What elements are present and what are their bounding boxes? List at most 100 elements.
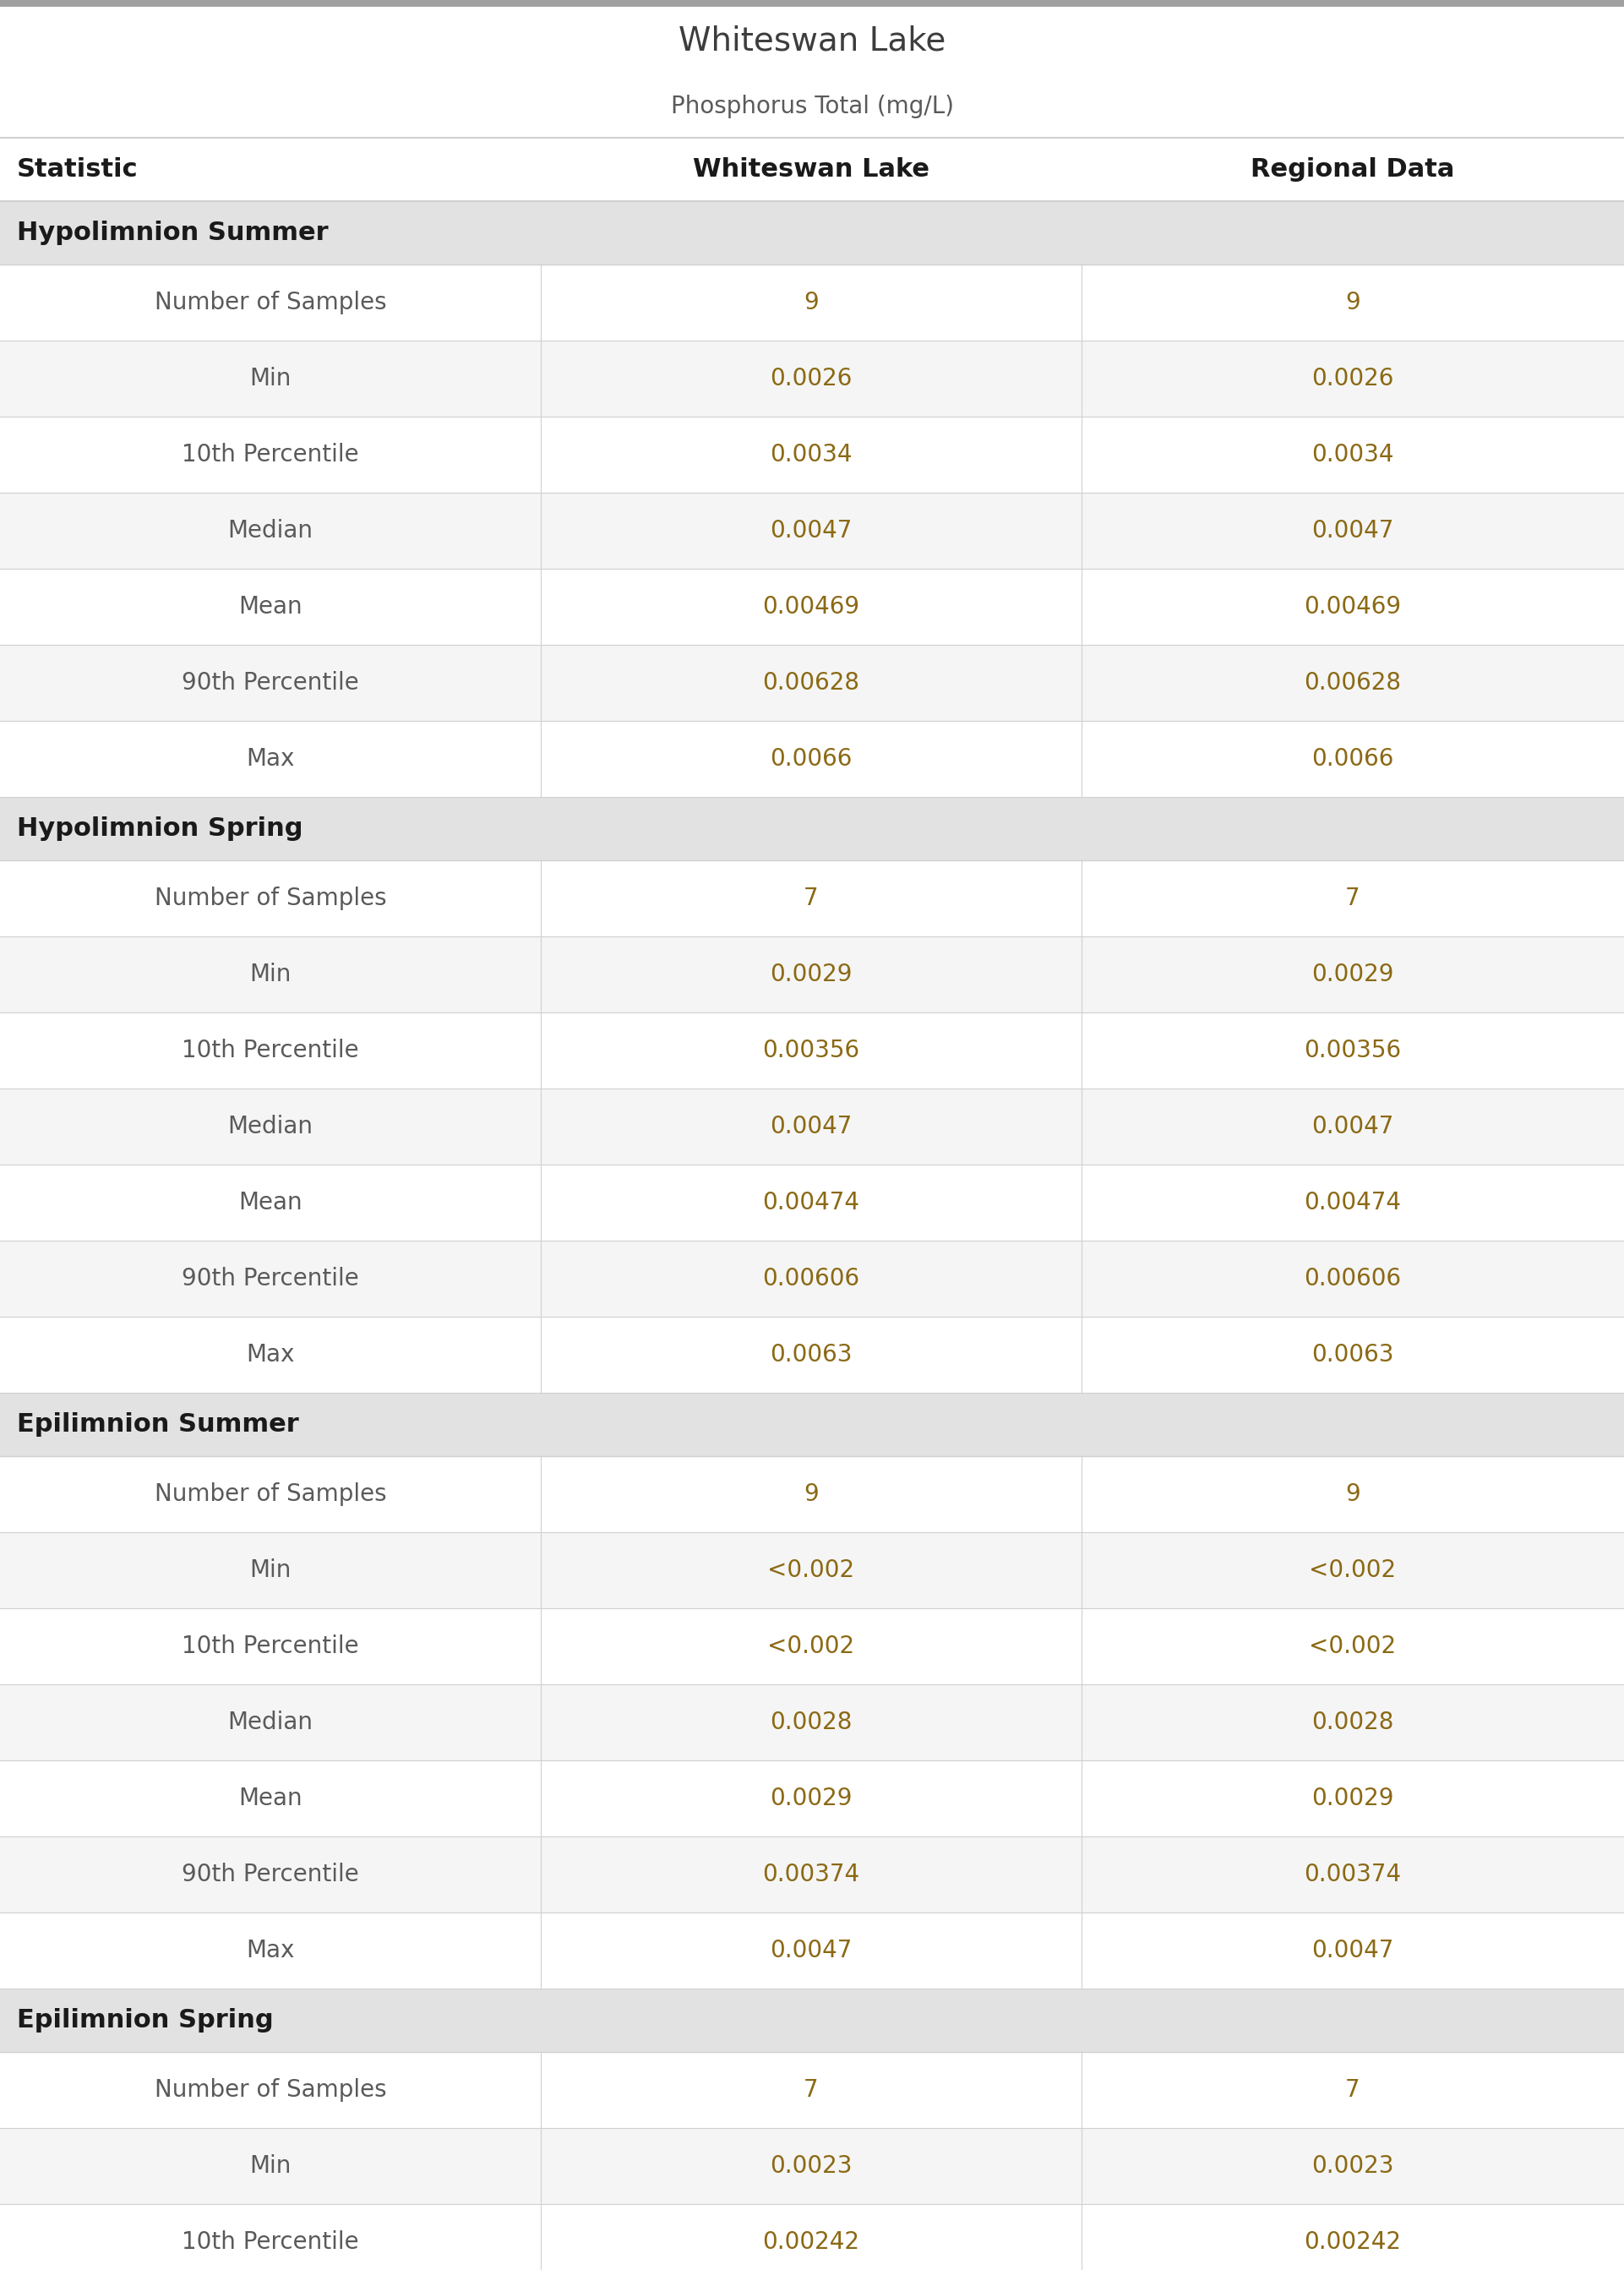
Text: 0.00469: 0.00469 — [763, 595, 859, 620]
Bar — [0, 645, 1624, 722]
Bar — [0, 1989, 1624, 2052]
Text: Hypolimnion Summer: Hypolimnion Summer — [16, 220, 328, 245]
Text: 0.0063: 0.0063 — [1312, 1344, 1393, 1367]
Text: 10th Percentile: 10th Percentile — [182, 443, 359, 468]
Text: <0.002: <0.002 — [768, 1559, 854, 1582]
Text: Max: Max — [247, 1939, 294, 1961]
Text: 10th Percentile: 10th Percentile — [182, 1634, 359, 1657]
Text: 0.0029: 0.0029 — [1312, 1786, 1393, 1809]
Text: Min: Min — [250, 1559, 291, 1582]
Text: 0.0047: 0.0047 — [1312, 1939, 1393, 1961]
Text: <0.002: <0.002 — [1309, 1634, 1397, 1657]
Text: 0.00474: 0.00474 — [763, 1192, 859, 1214]
Text: 7: 7 — [1345, 2077, 1361, 2102]
Text: 90th Percentile: 90th Percentile — [182, 1864, 359, 1886]
Text: 10th Percentile: 10th Percentile — [182, 1040, 359, 1062]
Bar — [0, 0, 1624, 7]
Text: 0.0028: 0.0028 — [1312, 1712, 1393, 1734]
Bar — [0, 340, 1624, 418]
Bar — [0, 1762, 1624, 1836]
Bar — [0, 202, 1624, 266]
Text: 0.0028: 0.0028 — [770, 1712, 853, 1734]
Bar — [0, 1914, 1624, 1989]
Text: 7: 7 — [804, 2077, 818, 2102]
Bar — [0, 1242, 1624, 1317]
Text: 0.0063: 0.0063 — [770, 1344, 853, 1367]
Bar — [0, 418, 1624, 493]
Text: Statistic: Statistic — [16, 157, 138, 182]
Text: 0.00356: 0.00356 — [763, 1040, 859, 1062]
Text: 9: 9 — [1345, 291, 1361, 313]
Bar — [0, 1532, 1624, 1607]
Text: 0.00374: 0.00374 — [1304, 1864, 1402, 1886]
Bar — [0, 1090, 1624, 1165]
Bar — [0, 1394, 1624, 1455]
Text: 0.0029: 0.0029 — [770, 1786, 853, 1809]
Text: <0.002: <0.002 — [1309, 1559, 1397, 1582]
Text: Max: Max — [247, 747, 294, 772]
Text: Min: Min — [250, 962, 291, 985]
Text: 0.00242: 0.00242 — [1304, 2231, 1402, 2254]
Text: 0.0026: 0.0026 — [770, 368, 853, 390]
Text: Median: Median — [227, 1115, 313, 1137]
Text: 0.0023: 0.0023 — [1312, 2154, 1393, 2177]
Bar — [0, 1836, 1624, 1914]
Text: 0.0026: 0.0026 — [1312, 368, 1393, 390]
Text: 9: 9 — [804, 1482, 818, 1505]
Text: Mean: Mean — [239, 1786, 302, 1809]
Bar — [0, 1607, 1624, 1684]
Text: 90th Percentile: 90th Percentile — [182, 1267, 359, 1292]
Text: 0.00374: 0.00374 — [763, 1864, 859, 1886]
Text: 0.00242: 0.00242 — [763, 2231, 859, 2254]
Bar — [0, 860, 1624, 938]
Text: 0.00606: 0.00606 — [763, 1267, 859, 1292]
Bar — [0, 2052, 1624, 2127]
Text: Hypolimnion Spring: Hypolimnion Spring — [16, 817, 304, 840]
Text: 0.0047: 0.0047 — [1312, 1115, 1393, 1137]
Bar — [0, 1165, 1624, 1242]
Text: 0.0066: 0.0066 — [770, 747, 853, 772]
Text: Epilimnion Spring: Epilimnion Spring — [16, 2009, 273, 2032]
Text: 7: 7 — [804, 888, 818, 910]
Text: 0.00469: 0.00469 — [1304, 595, 1402, 620]
Bar — [0, 1684, 1624, 1762]
Text: 0.00628: 0.00628 — [1304, 672, 1402, 695]
Bar — [0, 1317, 1624, 1394]
Bar — [0, 266, 1624, 340]
Text: Regional Data: Regional Data — [1250, 157, 1455, 182]
Text: 0.0029: 0.0029 — [770, 962, 853, 985]
Text: Median: Median — [227, 1712, 313, 1734]
Bar — [0, 1455, 1624, 1532]
Text: 9: 9 — [1345, 1482, 1361, 1505]
Text: Whiteswan Lake: Whiteswan Lake — [679, 25, 945, 57]
Text: <0.002: <0.002 — [768, 1634, 854, 1657]
Text: Min: Min — [250, 368, 291, 390]
Bar — [0, 138, 1624, 202]
Text: Min: Min — [250, 2154, 291, 2177]
Text: Phosphorus Total (mg/L): Phosphorus Total (mg/L) — [671, 95, 953, 118]
Text: 0.0066: 0.0066 — [1312, 747, 1393, 772]
Bar — [0, 797, 1624, 860]
Text: Median: Median — [227, 520, 313, 543]
Text: 90th Percentile: 90th Percentile — [182, 672, 359, 695]
Text: 0.0034: 0.0034 — [770, 443, 853, 468]
Text: 7: 7 — [1345, 888, 1361, 910]
Text: Number of Samples: Number of Samples — [154, 888, 387, 910]
Text: 0.0034: 0.0034 — [1312, 443, 1393, 468]
Text: Mean: Mean — [239, 595, 302, 620]
Text: 0.00606: 0.00606 — [1304, 1267, 1402, 1292]
Text: Number of Samples: Number of Samples — [154, 291, 387, 313]
Text: 0.0047: 0.0047 — [1312, 520, 1393, 543]
Bar — [0, 7, 1624, 138]
Text: 0.0023: 0.0023 — [770, 2154, 853, 2177]
Text: 0.0029: 0.0029 — [1312, 962, 1393, 985]
Text: 10th Percentile: 10th Percentile — [182, 2231, 359, 2254]
Bar — [0, 2204, 1624, 2270]
Text: Number of Samples: Number of Samples — [154, 1482, 387, 1505]
Bar — [0, 1012, 1624, 1090]
Text: 0.0047: 0.0047 — [770, 520, 853, 543]
Text: 0.0047: 0.0047 — [770, 1115, 853, 1137]
Bar — [0, 493, 1624, 570]
Text: Number of Samples: Number of Samples — [154, 2077, 387, 2102]
Bar — [0, 722, 1624, 797]
